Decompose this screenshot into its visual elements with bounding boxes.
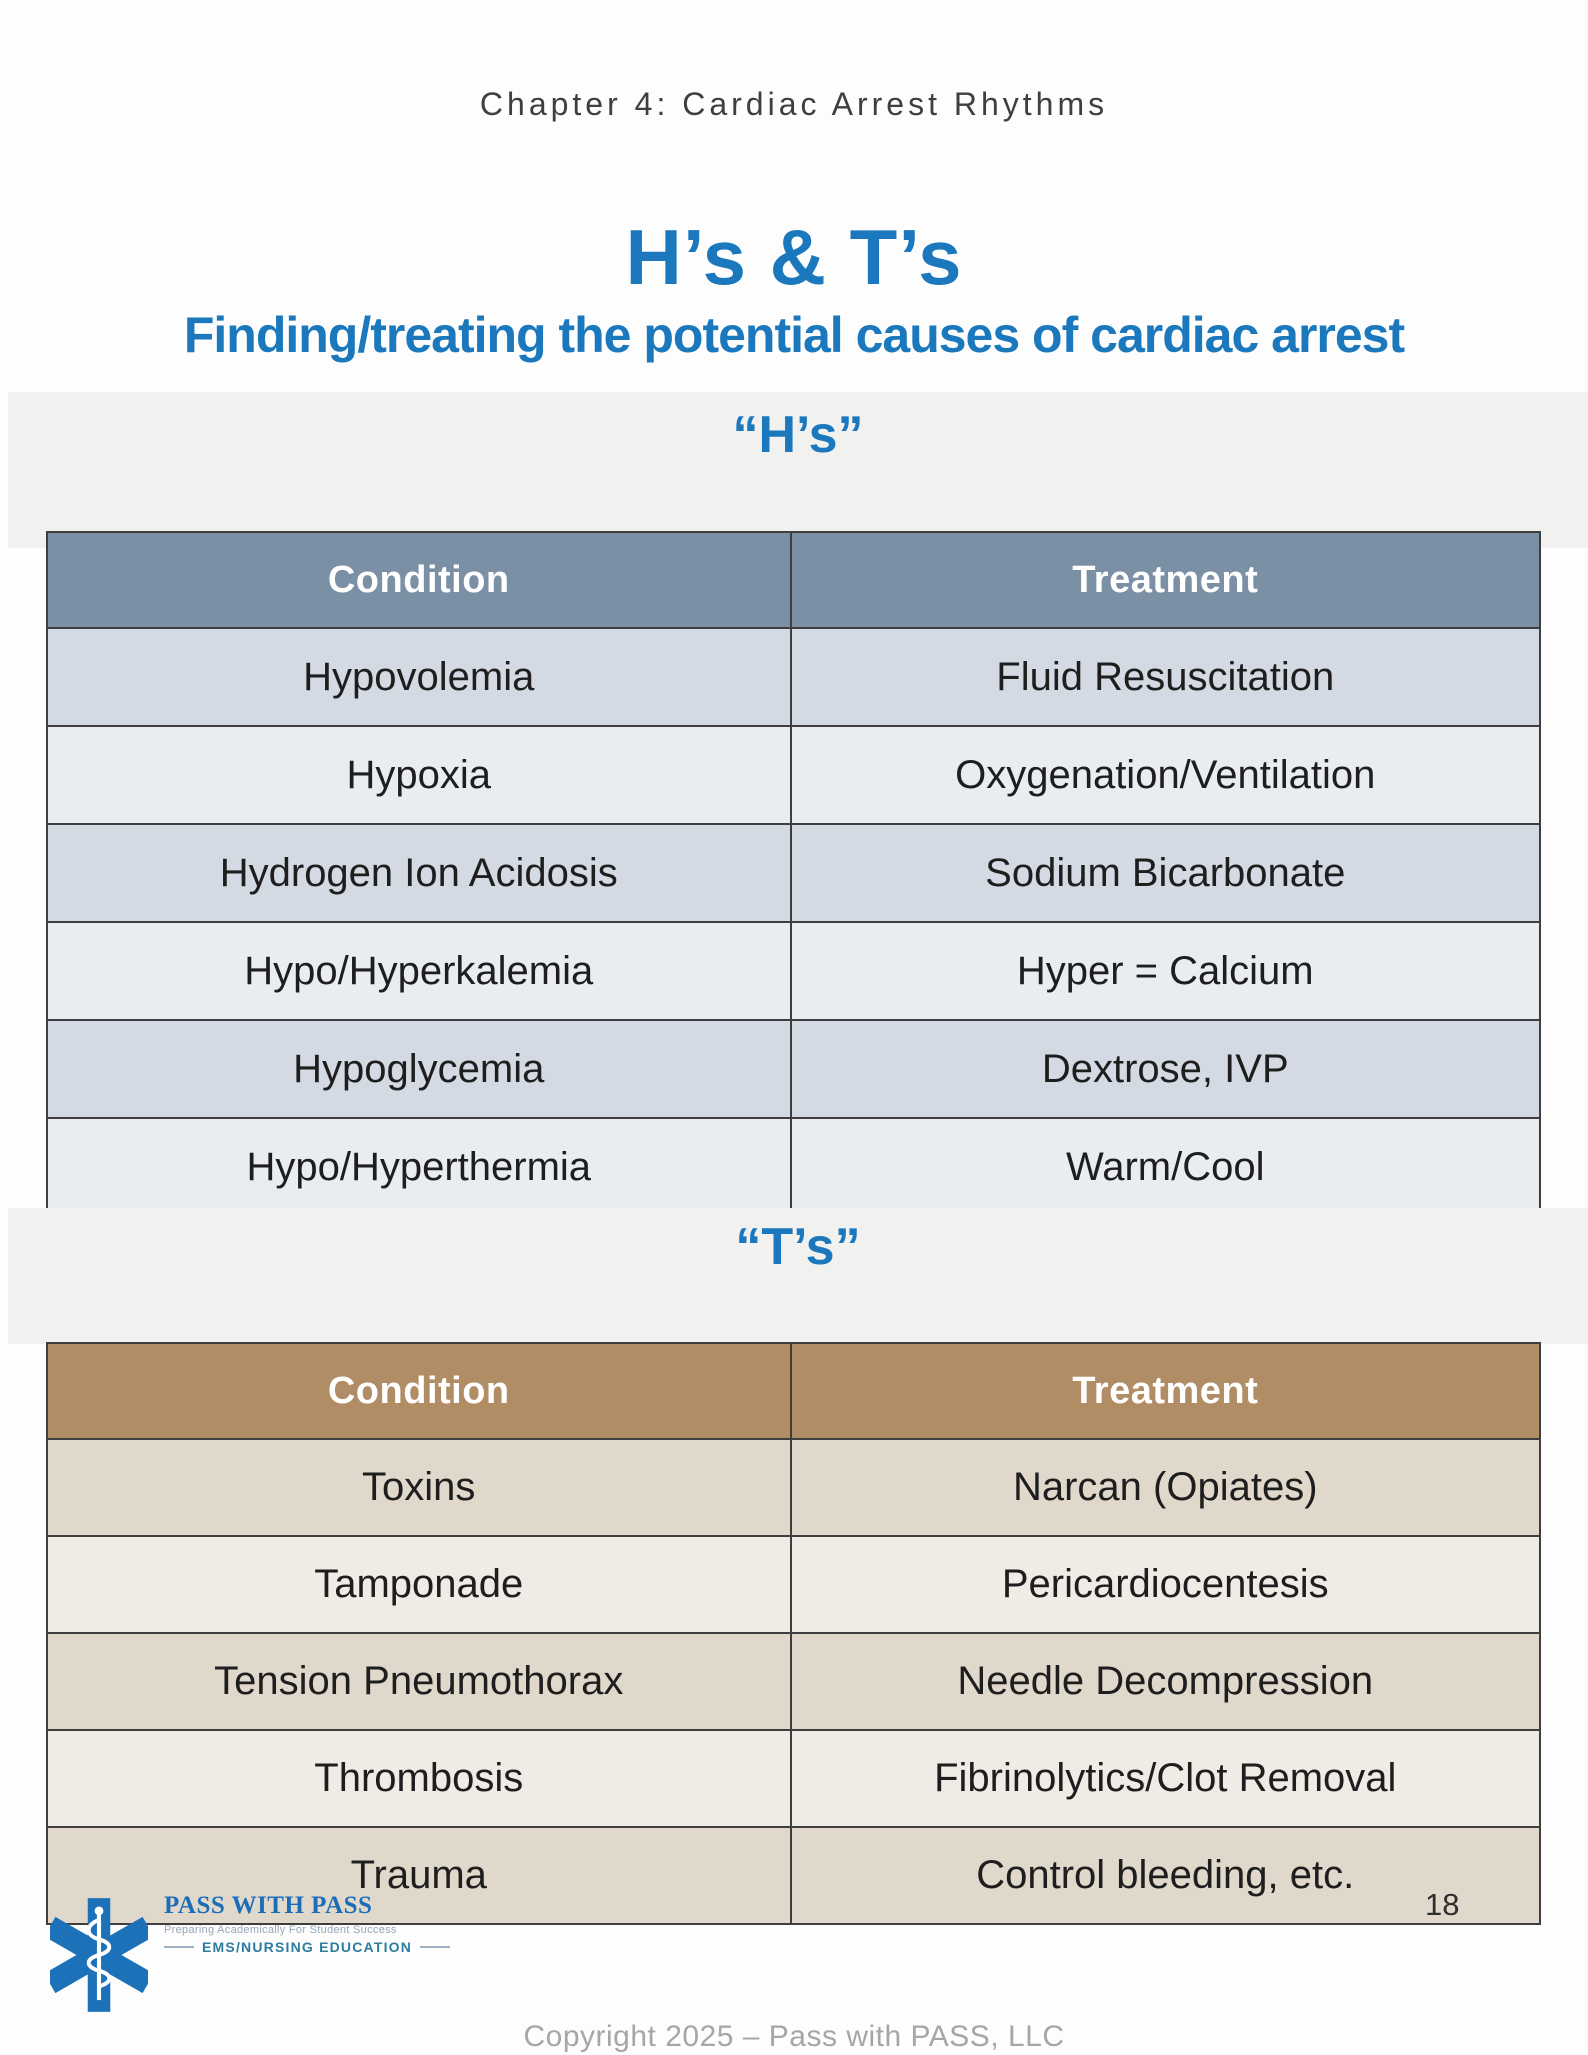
ts-condition-cell: Tamponade xyxy=(46,1535,792,1634)
ts-treatment-cell: Fibrinolytics/Clot Removal xyxy=(789,1729,1541,1828)
hs-condition-cell: Hydrogen Ion Acidosis xyxy=(46,823,792,923)
hs-table-row: Hydrogen Ion Acidosis Sodium Bicarbonate xyxy=(46,823,1541,923)
logo-division: EMS/NURSING EDUCATION xyxy=(164,1938,451,1955)
hs-section-heading: “H’s” xyxy=(732,406,864,464)
hs-table-header-row: Condition Treatment xyxy=(46,531,1541,629)
ts-section-strip: “T’s” xyxy=(8,1208,1588,1344)
ts-table-row: Thrombosis Fibrinolytics/Clot Removal xyxy=(46,1729,1541,1828)
hs-table-row: Hypo/Hyperkalemia Hyper = Calcium xyxy=(46,921,1541,1021)
logo-division-label: EMS/NURSING EDUCATION xyxy=(202,1938,413,1955)
hs-treatment-cell: Hyper = Calcium xyxy=(789,921,1541,1021)
hs-condition-cell: Hypoglycemia xyxy=(46,1019,792,1119)
page-title: H’s & T’s xyxy=(625,213,963,301)
logo-name: PASS WITH PASS xyxy=(164,1892,373,1919)
logo-rule-left xyxy=(164,1945,194,1948)
hs-treatment-cell: Oxygenation/Ventilation xyxy=(789,725,1541,825)
hs-treatment-cell: Fluid Resuscitation xyxy=(789,627,1541,727)
logo-text: PASS WITH PASS Preparing Academically Fo… xyxy=(164,1892,451,1955)
hs-table-row: Hypovolemia Fluid Resuscitation xyxy=(46,627,1541,727)
star-of-life-icon xyxy=(50,1898,148,2012)
page-number: 18 xyxy=(1425,1887,1460,1922)
ts-treatment-header: Treatment xyxy=(789,1342,1541,1440)
hs-condition-cell: Hypo/Hyperkalemia xyxy=(46,921,792,1021)
ts-section-heading: “T’s” xyxy=(735,1218,861,1276)
hs-condition-cell: Hypoxia xyxy=(46,725,792,825)
ts-table: Condition Treatment Toxins Narcan (Opiate… xyxy=(46,1342,1541,1925)
ts-treatment-cell: Needle Decompression xyxy=(789,1632,1541,1731)
hs-table-row: Hypoxia Oxygenation/Ventilation xyxy=(46,725,1541,825)
ts-table-row: Trauma Control bleeding, etc. xyxy=(46,1826,1541,1925)
hs-treatment-cell: Sodium Bicarbonate xyxy=(789,823,1541,923)
chapter-header: Chapter 4: Cardiac Arrest Rhythms xyxy=(479,86,1109,122)
ts-condition-cell: Tension Pneumothorax xyxy=(46,1632,792,1731)
hs-treatment-cell: Warm/Cool xyxy=(789,1117,1541,1217)
hs-treatment-cell: Dextrose, IVP xyxy=(789,1019,1541,1119)
ts-condition-cell: Thrombosis xyxy=(46,1729,792,1828)
logo-rule-right xyxy=(420,1945,451,1948)
hs-table-row: Hypoglycemia Dextrose, IVP xyxy=(46,1019,1541,1119)
ts-table-row: Toxins Narcan (Opiates) xyxy=(46,1438,1541,1537)
pass-with-pass-logo: PASS WITH PASS Preparing Academically Fo… xyxy=(50,1884,451,2026)
logo-tagline: Preparing Academically For Student Succe… xyxy=(164,1923,397,1936)
copyright-footer: Copyright 2025 – Pass with PASS, LLC xyxy=(523,2020,1065,2053)
hs-table-row: Hypo/Hyperthermia Warm/Cool xyxy=(46,1117,1541,1217)
ts-condition-header: Condition xyxy=(46,1342,792,1440)
page-subtitle: Finding/treating the potential causes of… xyxy=(183,307,1405,363)
ts-treatment-cell: Narcan (Opiates) xyxy=(789,1438,1541,1537)
hs-condition-header: Condition xyxy=(46,531,792,629)
ts-condition-cell: Trauma xyxy=(46,1826,792,1925)
ts-treatment-cell: Control bleeding, etc. xyxy=(789,1826,1541,1925)
ts-table-row: Tamponade Pericardiocentesis xyxy=(46,1535,1541,1634)
ts-condition-cell: Toxins xyxy=(46,1438,792,1537)
hs-section-strip: “H’s” xyxy=(8,392,1588,548)
ts-treatment-cell: Pericardiocentesis xyxy=(789,1535,1541,1634)
ts-table-header-row: Condition Treatment xyxy=(46,1342,1541,1440)
hs-condition-cell: Hypo/Hyperthermia xyxy=(46,1117,792,1217)
ts-table-row: Tension Pneumothorax Needle Decompression xyxy=(46,1632,1541,1731)
hs-condition-cell: Hypovolemia xyxy=(46,627,792,727)
hs-treatment-header: Treatment xyxy=(789,531,1541,629)
hs-table: Condition Treatment Hypovolemia Fluid Res… xyxy=(46,531,1541,1217)
